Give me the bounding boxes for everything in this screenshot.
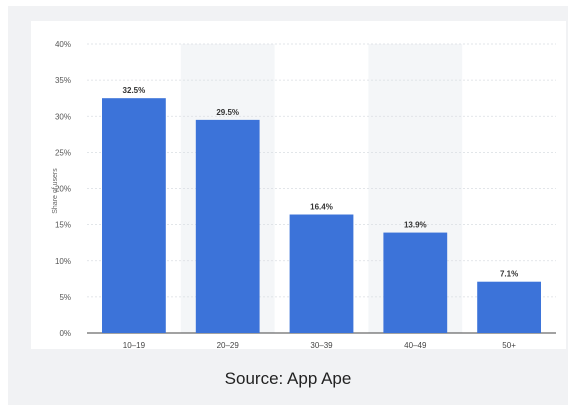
bar (289, 214, 354, 333)
y-tick-label: 20% (55, 185, 71, 194)
x-tick-label: 30–39 (310, 341, 333, 349)
y-tick-label: 35% (55, 76, 71, 85)
y-tick-label: 30% (55, 112, 71, 121)
chart-frame: 0% 5% 10% 15% 20% 25% 30% 35% 40% 32.5% 29.5% 16.4… (8, 6, 568, 405)
y-tick-label: 40% (55, 40, 71, 49)
y-axis-title: Share of users (52, 168, 59, 214)
bar-value-label: 16.4% (310, 203, 333, 212)
x-tick-label: 40–49 (404, 341, 427, 349)
y-tick-label: 0% (59, 329, 71, 338)
bar-value-label: 13.9% (404, 221, 427, 230)
x-tick-label: 50+ (502, 341, 516, 349)
x-tick-label: 20–29 (217, 341, 240, 349)
chart-card: 0% 5% 10% 15% 20% 25% 30% 35% 40% 32.5% 29.5% 16.4… (31, 21, 566, 349)
bar-value-label: 7.1% (500, 270, 518, 279)
y-tick-label: 5% (59, 293, 71, 302)
bar (383, 232, 448, 333)
x-tick-label: 10–19 (123, 341, 146, 349)
y-tick-label: 15% (55, 221, 71, 230)
bar (102, 98, 166, 333)
bar-value-label: 32.5% (123, 86, 146, 95)
bar-chart: 0% 5% 10% 15% 20% 25% 30% 35% 40% 32.5% 29.5% 16.4… (52, 40, 556, 349)
y-tick-label: 25% (55, 148, 71, 157)
source-caption: Source: App Ape (224, 369, 352, 388)
bar (477, 281, 541, 333)
y-tick-label: 10% (55, 257, 71, 266)
bar-value-label: 29.5% (216, 108, 239, 117)
bar (195, 119, 260, 333)
